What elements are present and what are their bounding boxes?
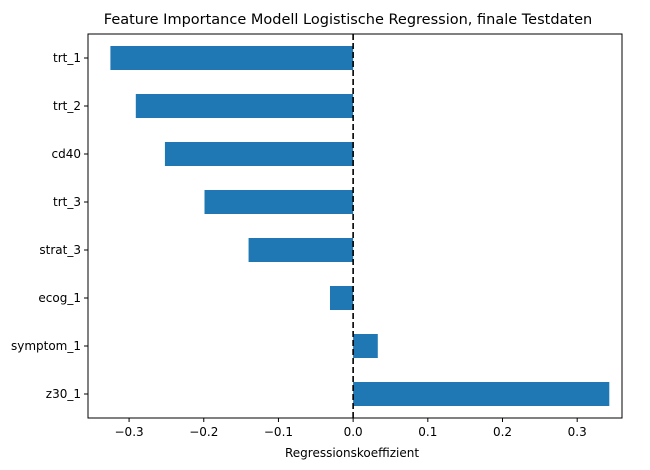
bar-trt-2 — [135, 94, 354, 118]
y-tick-label-ecog-1: ecog_1 — [38, 291, 81, 305]
bar-cd40 — [164, 142, 354, 166]
x-tick-label: 0.0 — [344, 425, 363, 439]
bar-strat-3 — [248, 238, 354, 262]
bar-z30-1 — [353, 382, 610, 406]
plot-area: trt_1 trt_2 cd40 trt_3 strat_3 ecog_1 symptom_… — [11, 33, 623, 439]
y-tick-label-cd40: cd40 — [52, 147, 81, 161]
y-tick-label-trt-3: trt_3 — [53, 195, 81, 209]
x-tick-label: 0.1 — [418, 425, 437, 439]
y-tick-label-symptom-1: symptom_1 — [11, 339, 81, 353]
x-tick-label: 0.2 — [493, 425, 512, 439]
bar-trt-3 — [204, 190, 354, 214]
y-tick-label-trt-1: trt_1 — [53, 51, 81, 65]
y-tick-label-trt-2: trt_2 — [53, 99, 81, 113]
y-tick-label-strat-3: strat_3 — [39, 243, 81, 257]
y-tick-label-z30-1: z30_1 — [46, 387, 81, 401]
x-tick-label: −0.1 — [264, 425, 293, 439]
chart-title: Feature Importance Modell Logistische Re… — [104, 12, 592, 28]
bar-ecog-1 — [329, 286, 354, 310]
x-tick-label: 0.3 — [568, 425, 587, 439]
bar-trt-1 — [110, 46, 354, 70]
bar-symptom-1 — [353, 334, 378, 358]
x-tick-label: −0.2 — [189, 425, 218, 439]
x-tick-label: −0.3 — [115, 425, 144, 439]
plot-frame — [87, 33, 623, 419]
x-axis-label: Regressionskoeffizient — [285, 446, 419, 460]
